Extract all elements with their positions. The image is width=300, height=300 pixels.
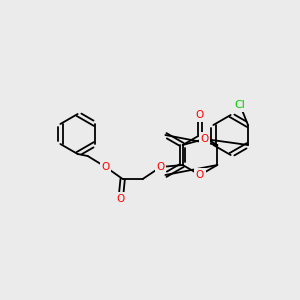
Text: Cl: Cl	[235, 100, 245, 110]
Text: O: O	[196, 110, 204, 120]
Text: O: O	[196, 170, 204, 180]
Text: O: O	[201, 134, 209, 144]
Text: O: O	[102, 162, 110, 172]
Text: O: O	[157, 162, 165, 172]
Text: O: O	[117, 194, 125, 204]
